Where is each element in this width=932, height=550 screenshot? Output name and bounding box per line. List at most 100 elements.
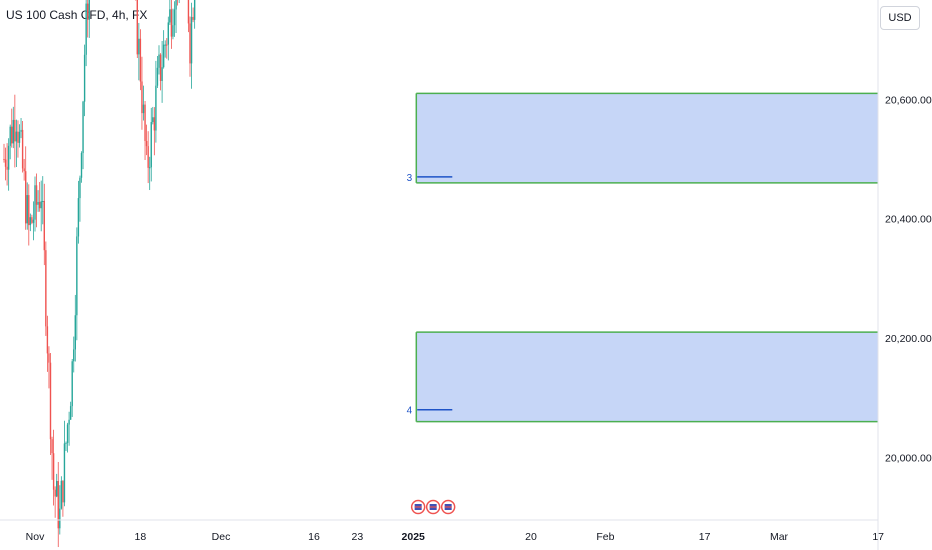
candle-body — [3, 159, 5, 160]
y-tick-label: 20,200.00 — [885, 333, 932, 345]
candle-body — [23, 168, 25, 172]
x-tick-label: 16 — [308, 531, 320, 543]
candle-body — [60, 480, 63, 509]
candle-body — [71, 361, 73, 407]
candle-body — [65, 442, 67, 444]
candle-body — [40, 201, 42, 209]
candle-body — [31, 217, 33, 223]
candle-body — [87, 3, 89, 20]
y-tick-label: 20,400.00 — [885, 214, 932, 226]
candle-body — [144, 104, 146, 141]
candle-body — [150, 122, 152, 168]
candle-body — [14, 119, 16, 142]
y-tick-label: 19,840.00 — [885, 548, 932, 550]
candle-body — [51, 439, 53, 454]
candle-body — [68, 419, 70, 425]
candle-body — [145, 140, 148, 147]
candle-body — [175, 0, 177, 10]
candle-body — [48, 353, 50, 363]
candle-body — [82, 101, 84, 154]
x-tick-label: 2025 — [402, 531, 426, 543]
candle-body — [11, 126, 13, 144]
candle-body — [18, 131, 21, 143]
candle-body — [158, 54, 160, 68]
candle-body — [52, 453, 55, 490]
x-tick-label: 18 — [135, 531, 147, 543]
candle-body — [138, 38, 140, 55]
candle-body — [42, 200, 44, 202]
candle-body — [141, 81, 143, 114]
candle-body — [76, 236, 78, 316]
candle-body — [189, 23, 191, 64]
candle-body — [69, 406, 72, 420]
x-tick-label: 23 — [352, 531, 364, 543]
candle-body — [7, 145, 10, 170]
candle-body — [20, 129, 22, 132]
candle-body — [169, 9, 171, 23]
candle-body — [74, 315, 76, 350]
candle-body — [167, 22, 169, 45]
candle-body — [54, 489, 56, 497]
candle-body — [164, 44, 166, 46]
candle-body — [79, 177, 81, 199]
candle-body — [190, 16, 193, 64]
candle-body — [57, 480, 59, 529]
candle-body — [59, 508, 61, 529]
candle-body — [28, 195, 30, 226]
x-tick-label: Nov — [26, 531, 45, 543]
candle-body — [4, 159, 7, 167]
y-tick-label: 20,000.00 — [885, 453, 932, 465]
candle-body — [21, 129, 24, 169]
x-tick-label: Mar — [770, 531, 789, 543]
candle-body — [43, 200, 45, 251]
candle-body — [142, 104, 145, 114]
chart-title: US 100 Cash CFD, 4h, FX — [6, 8, 148, 22]
candle-body — [153, 117, 156, 131]
candle-body — [37, 201, 39, 205]
candle-body — [136, 0, 138, 55]
demand-zone — [416, 93, 878, 183]
x-tick-label: 17 — [872, 531, 884, 543]
candle-body — [139, 38, 142, 82]
candle-body — [32, 219, 35, 223]
candle-body — [166, 44, 168, 46]
candle-body — [38, 201, 41, 209]
candle-body — [66, 424, 69, 443]
currency-button[interactable]: USD — [880, 6, 920, 30]
x-tick-label: Dec — [212, 531, 231, 543]
candle-body — [63, 443, 66, 503]
x-tick-label: 20 — [525, 531, 537, 543]
candle-body — [156, 67, 159, 86]
candle-body — [15, 131, 18, 142]
candle-body — [155, 85, 157, 131]
candle-body — [12, 119, 14, 144]
x-tick-label: Feb — [596, 531, 614, 543]
candle-body — [149, 167, 151, 169]
fib-level-label: 3 — [407, 173, 413, 184]
candle-body — [9, 126, 11, 146]
zones — [415, 92, 878, 423]
candle-body — [192, 16, 194, 20]
candle-body — [45, 250, 47, 327]
candle-body — [88, 0, 90, 20]
candle-body — [170, 9, 173, 37]
candle-body — [159, 54, 162, 81]
candle-body — [49, 362, 52, 440]
candle-body — [25, 171, 27, 224]
candle-body — [172, 25, 174, 37]
candle-body — [173, 9, 176, 26]
y-tick-label: 20,600.00 — [885, 94, 932, 106]
candle-body — [26, 195, 28, 224]
candle-body — [147, 146, 149, 168]
candle-body — [34, 185, 36, 220]
candle-body — [80, 153, 83, 178]
candle-body — [17, 131, 19, 143]
candle-body — [193, 0, 196, 20]
candle-body — [62, 480, 64, 503]
drawings: 00.51234 — [407, 173, 456, 515]
x-tick-label: 17 — [699, 531, 711, 543]
candle-body — [6, 166, 8, 170]
candle-body — [83, 54, 86, 102]
